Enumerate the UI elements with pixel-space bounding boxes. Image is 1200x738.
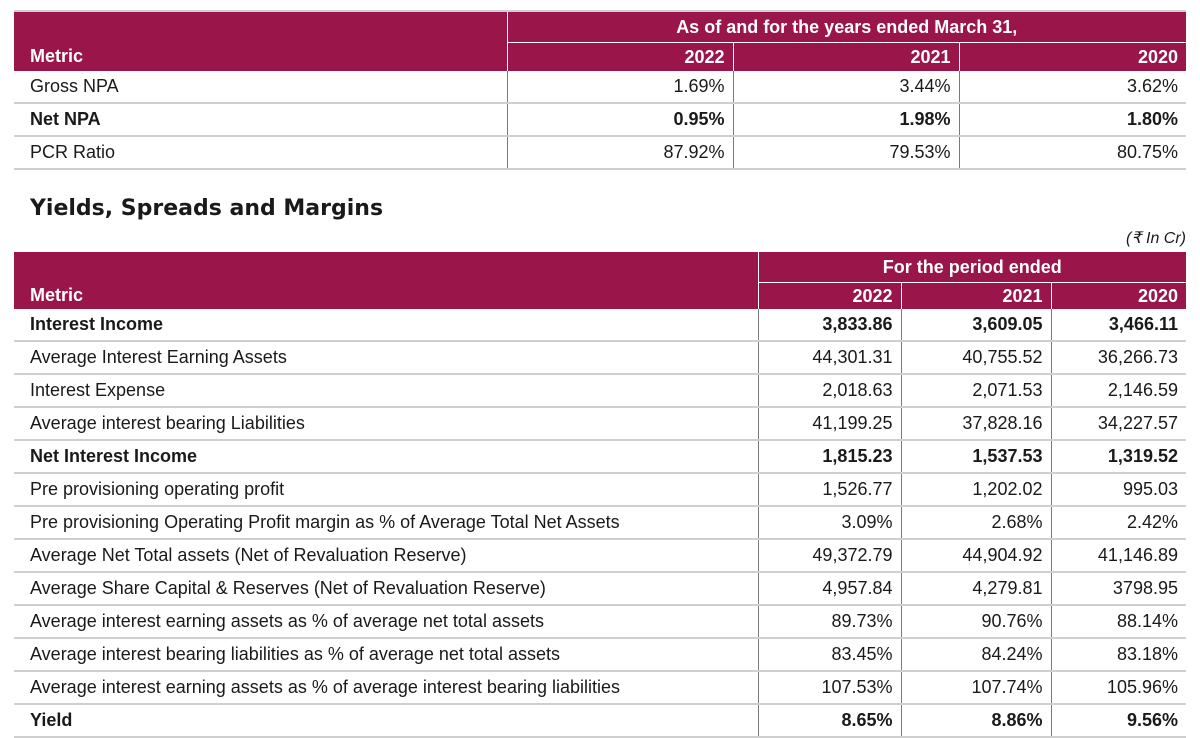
cell-value: 1,202.02 xyxy=(900,473,1051,507)
metric-header: Metric xyxy=(30,46,84,67)
row-label: Gross NPA xyxy=(14,71,507,104)
table-row: PCR Ratio 87.92% 79.53% 80.75% xyxy=(14,136,1186,170)
cell-value: 107.53% xyxy=(757,671,901,705)
year-header: 2022 xyxy=(757,282,901,309)
row-label: Average interest earning assets as % of … xyxy=(14,605,758,639)
cell-value: 8.86% xyxy=(900,704,1051,738)
asset-quality-table: As of and for the years ended March 31, … xyxy=(14,12,1186,170)
row-label: Average interest bearing Liabilities xyxy=(14,407,758,441)
row-label: Pre provisioning Operating Profit margin… xyxy=(14,506,758,540)
cell-value: 1.98% xyxy=(732,103,959,137)
cell-value: 9.56% xyxy=(1050,704,1186,738)
table-row: Average interest earning assets as % of … xyxy=(14,605,1186,639)
cell-value: 34,227.57 xyxy=(1050,407,1186,441)
cell-value: 3,466.11 xyxy=(1050,309,1186,342)
cell-value: 79.53% xyxy=(732,136,959,170)
table-row: Pre provisioning Operating Profit margin… xyxy=(14,506,1186,540)
cell-value: 3,609.05 xyxy=(900,309,1051,342)
table-row: Interest Expense 2,018.63 2,071.53 2,146.59 xyxy=(14,374,1186,408)
cell-value: 1.69% xyxy=(506,71,733,104)
table-row: Pre provisioning operating profit 1,526.7… xyxy=(14,473,1186,507)
group-header: As of and for the years ended March 31, xyxy=(506,12,1186,43)
table-row: Average Share Capital & Reserves (Net of… xyxy=(14,572,1186,606)
cell-value: 8.65% xyxy=(757,704,901,738)
cell-value: 3.44% xyxy=(732,71,959,104)
row-label: Net NPA xyxy=(14,103,507,137)
cell-value: 41,146.89 xyxy=(1050,539,1186,573)
table-header-row: Metric 2022 2021 2020 xyxy=(14,282,1186,309)
cell-value: 80.75% xyxy=(958,136,1186,170)
year-header: 2020 xyxy=(1050,282,1186,309)
cell-value: 107.74% xyxy=(900,671,1051,705)
cell-value: 0.95% xyxy=(506,103,733,137)
row-label: Interest Expense xyxy=(14,374,758,408)
cell-value: 1,319.52 xyxy=(1050,440,1186,474)
cell-value: 1,526.77 xyxy=(757,473,901,507)
unit-note: (₹ In Cr) xyxy=(1126,230,1186,247)
cell-value: 105.96% xyxy=(1050,671,1186,705)
table-row: Average interest bearing liabilities as … xyxy=(14,638,1186,672)
table-row: Net NPA 0.95% 1.98% 1.80% xyxy=(14,103,1186,137)
cell-value: 3,833.86 xyxy=(757,309,901,342)
row-label: Average Share Capital & Reserves (Net of… xyxy=(14,572,758,606)
cell-value: 83.45% xyxy=(757,638,901,672)
year-header: 2021 xyxy=(732,42,959,71)
table-row: Gross NPA 1.69% 3.44% 3.62% xyxy=(14,71,1186,104)
table-row: Interest Income 3,833.86 3,609.05 3,466.11 xyxy=(14,309,1186,342)
row-label: Average interest bearing liabilities as … xyxy=(14,638,758,672)
cell-value: 88.14% xyxy=(1050,605,1186,639)
row-label: Yield xyxy=(14,704,758,738)
cell-value: 41,199.25 xyxy=(757,407,901,441)
cell-value: 89.73% xyxy=(757,605,901,639)
table-header-row: Metric 2022 2021 2020 xyxy=(14,42,1186,71)
row-label: Interest Income xyxy=(14,309,758,342)
cell-value: 3.09% xyxy=(757,506,901,540)
cell-value: 1,815.23 xyxy=(757,440,901,474)
cell-value: 3798.95 xyxy=(1050,572,1186,606)
table-row: Average Net Total assets (Net of Revalua… xyxy=(14,539,1186,573)
cell-value: 36,266.73 xyxy=(1050,341,1186,375)
year-header: 2021 xyxy=(900,282,1051,309)
row-label: Net Interest Income xyxy=(14,440,758,474)
cell-value: 1.80% xyxy=(958,103,1186,137)
year-header: 2020 xyxy=(958,42,1186,71)
cell-value: 995.03 xyxy=(1050,473,1186,507)
cell-value: 87.92% xyxy=(506,136,733,170)
cell-value: 4,279.81 xyxy=(900,572,1051,606)
table-row: Yield 8.65% 8.86% 9.56% xyxy=(14,704,1186,738)
group-header: For the period ended xyxy=(757,252,1186,283)
cell-value: 49,372.79 xyxy=(757,539,901,573)
cell-value: 2,018.63 xyxy=(757,374,901,408)
table-row: Net Interest Income 1,815.23 1,537.53 1,319… xyxy=(14,440,1186,474)
row-label: Average interest earning assets as % of … xyxy=(14,671,758,705)
cell-value: 1,537.53 xyxy=(900,440,1051,474)
table-row: Average Interest Earning Assets 44,301.31… xyxy=(14,341,1186,375)
cell-value: 44,301.31 xyxy=(757,341,901,375)
metric-header: Metric xyxy=(30,285,84,306)
cell-value: 4,957.84 xyxy=(757,572,901,606)
cell-value: 2.68% xyxy=(900,506,1051,540)
cell-value: 3.62% xyxy=(958,71,1186,104)
cell-value: 90.76% xyxy=(900,605,1051,639)
cell-value: 2,146.59 xyxy=(1050,374,1186,408)
table-header-row: As of and for the years ended March 31, xyxy=(14,12,1186,43)
cell-value: 44,904.92 xyxy=(900,539,1051,573)
cell-value: 2,071.53 xyxy=(900,374,1051,408)
row-label: Pre provisioning operating profit xyxy=(14,473,758,507)
row-label: Average Interest Earning Assets xyxy=(14,341,758,375)
cell-value: 83.18% xyxy=(1050,638,1186,672)
top-rule xyxy=(14,10,1186,12)
section-title: Yields, Spreads and Margins xyxy=(30,196,384,221)
cell-value: 40,755.52 xyxy=(900,341,1051,375)
yields-table: For the period ended Metric 2022 2021 20… xyxy=(14,252,1186,738)
table-header-row: For the period ended xyxy=(14,252,1186,283)
row-label: PCR Ratio xyxy=(14,136,507,170)
table-row: Average interest earning assets as % of … xyxy=(14,671,1186,705)
cell-value: 2.42% xyxy=(1050,506,1186,540)
year-header: 2022 xyxy=(506,42,733,71)
row-label: Average Net Total assets (Net of Revalua… xyxy=(14,539,758,573)
cell-value: 37,828.16 xyxy=(900,407,1051,441)
table-row: Average interest bearing Liabilities 41,1… xyxy=(14,407,1186,441)
cell-value: 84.24% xyxy=(900,638,1051,672)
